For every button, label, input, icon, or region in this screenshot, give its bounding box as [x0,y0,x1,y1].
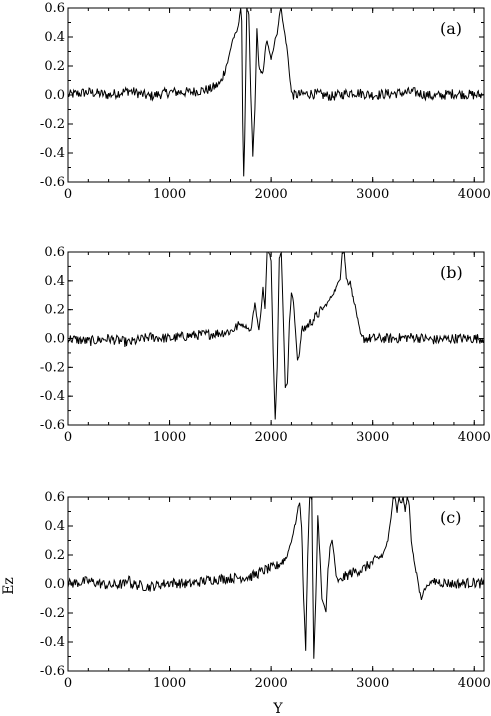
y-tick-label: -0.2 [40,606,65,621]
y-tick-label: 0.4 [44,274,65,289]
panel-3: -0.6 -0.4 -0.2 0.0 0.2 0.4 0.6 0 1000 2000 3000 400… [40,490,491,691]
panel-1: -0.6 -0.4 -0.2 0.0 0.2 0.4 0.6 0 1000 2000 3000 400… [40,1,491,202]
y-tick-label: -0.2 [40,360,65,375]
y-tick-label: 0.6 [44,1,65,16]
panel-2: -0.6 -0.4 -0.2 0.0 0.2 0.4 0.6 0 1000 2000 3000 400… [40,245,491,445]
x-tick-label: 3000 [356,676,389,691]
y-tick-label: 0.4 [44,519,65,534]
x-axis-title: Y [272,701,283,716]
x-tick-label: 3000 [356,430,389,445]
y-tick-label: -0.4 [40,635,65,650]
y-axis-title: Ez [1,577,17,595]
y-tick-label: -0.6 [40,418,65,433]
y-tick-label: 0.2 [44,548,65,563]
x-tick-label: 2000 [255,676,288,691]
y-tick-label: 0.0 [44,577,65,592]
y-tick-label: 0.2 [44,59,65,74]
x-tick-label: 1000 [153,676,186,691]
y-tick-label: 0.6 [44,245,65,260]
y-tick-label: -0.6 [40,175,65,190]
x-tick-label: 1000 [153,187,186,202]
x-tick-label: 0 [64,676,72,691]
x-tick-label: 2000 [255,430,288,445]
series-line [68,252,484,420]
y-tick-label: 0.6 [44,490,65,505]
y-tick-label: -0.6 [40,664,65,679]
y-tick-label: 0.0 [44,332,65,347]
panel-label: (a) [440,19,462,38]
y-tick-label: 0.2 [44,303,65,318]
x-tick-label: 0 [64,187,72,202]
panels: -0.6 -0.4 -0.2 0.0 0.2 0.4 0.6 0 1000 2000 3000 400… [40,1,491,691]
series-line [68,8,484,177]
x-tick-label: 3000 [356,187,389,202]
y-tick-label: 0.0 [44,88,65,103]
y-tick-label: -0.4 [40,389,65,404]
x-tick-label: 4000 [458,187,491,202]
x-tick-label: 4000 [458,430,491,445]
x-tick-label: 0 [64,430,72,445]
series-line [68,497,484,659]
y-tick-label: -0.4 [40,146,65,161]
x-tick-label: 1000 [153,430,186,445]
y-tick-label: -0.2 [40,117,65,132]
y-tick-label: 0.4 [44,30,65,45]
panel-label: (c) [440,508,461,527]
panel-label: (b) [440,263,463,282]
x-tick-label: 2000 [255,187,288,202]
x-tick-label: 4000 [458,676,491,691]
